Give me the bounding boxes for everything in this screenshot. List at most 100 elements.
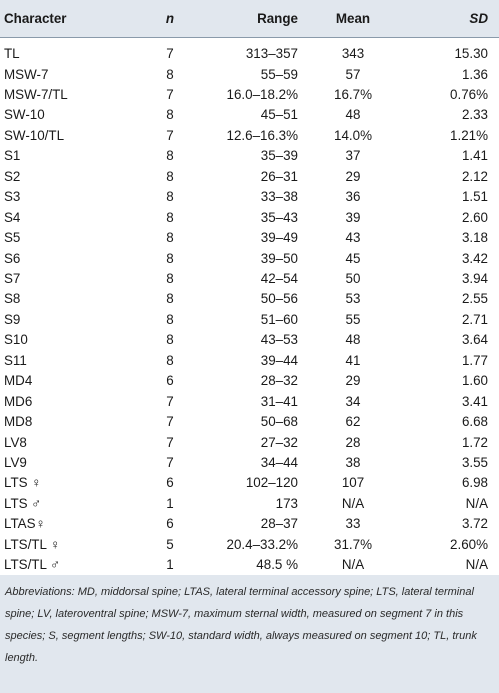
cell-range: 16.0–18.2% bbox=[226, 86, 298, 102]
cell-n: 8 bbox=[166, 311, 174, 327]
cell-range: 50–56 bbox=[260, 291, 298, 307]
cell-range: 35–43 bbox=[260, 209, 298, 225]
table-header-band bbox=[0, 0, 499, 38]
cell-mean: 31.7% bbox=[334, 536, 372, 552]
cell-range: 39–49 bbox=[260, 230, 298, 245]
cell-sd: 1.51 bbox=[461, 189, 488, 205]
cell-range: 43–53 bbox=[260, 332, 298, 348]
cell-sd: 3.55 bbox=[461, 455, 488, 470]
cell-n: 8 bbox=[166, 291, 174, 307]
cell-sd: 2.60% bbox=[450, 536, 488, 552]
cell-range: 20.4–33.2% bbox=[226, 536, 298, 552]
cell-sd: 3.41 bbox=[461, 393, 488, 409]
cell-character: TL bbox=[4, 46, 20, 61]
cell-range: 26–31 bbox=[260, 168, 298, 184]
cell-range: 28–37 bbox=[260, 516, 298, 532]
cell-mean: 36 bbox=[345, 189, 361, 205]
cell-sd: 1.77 bbox=[461, 352, 488, 368]
cell-n: 7 bbox=[166, 127, 174, 143]
cell-character: S2 bbox=[4, 168, 21, 184]
cell-mean: 39 bbox=[345, 209, 361, 225]
table-row: S2 8 26–31 29 2.12 bbox=[0, 167, 499, 187]
header-n: n bbox=[165, 11, 175, 26]
table-row: SW-10 8 45–51 48 2.33 bbox=[0, 105, 499, 125]
cell-n: 1 bbox=[166, 557, 174, 573]
cell-sd: 2.60 bbox=[461, 209, 488, 225]
cell-mean: 48 bbox=[345, 332, 361, 348]
cell-character: LTS ♀ bbox=[4, 475, 42, 491]
cell-mean: 28 bbox=[345, 434, 361, 450]
cell-sd: 0.76% bbox=[450, 86, 488, 102]
cell-n: 7 bbox=[166, 434, 174, 450]
table-row: S5 8 39–49 43 3.18 bbox=[0, 228, 499, 248]
cell-n: 8 bbox=[166, 250, 174, 266]
cell-range: 102–120 bbox=[245, 475, 298, 491]
cell-range: 34–44 bbox=[260, 455, 298, 470]
cell-character: LTS/TL ♀ bbox=[4, 536, 61, 552]
cell-character: LTAS♀ bbox=[4, 516, 46, 532]
table-row: S10 8 43–53 48 3.64 bbox=[0, 330, 499, 350]
cell-range: 27–32 bbox=[260, 434, 298, 450]
cell-n: 8 bbox=[166, 352, 174, 368]
cell-mean: 33 bbox=[345, 516, 361, 532]
cell-n: 8 bbox=[166, 107, 174, 123]
cell-sd: 3.42 bbox=[461, 250, 488, 266]
cell-n: 5 bbox=[166, 536, 174, 552]
cell-range: 39–44 bbox=[260, 352, 298, 368]
cell-sd: 3.64 bbox=[461, 332, 488, 348]
cell-range: 173 bbox=[275, 495, 298, 511]
cell-sd: 3.94 bbox=[461, 270, 488, 286]
cell-character: LV8 bbox=[4, 434, 27, 450]
table-row: LTS/TL ♂ 1 48.5 % N/A N/A bbox=[0, 555, 499, 575]
table-row: MD8 7 50–68 62 6.68 bbox=[0, 412, 499, 432]
cell-range: 313–357 bbox=[245, 46, 298, 61]
cell-mean: 14.0% bbox=[334, 127, 372, 143]
footnote-band bbox=[0, 575, 499, 693]
cell-n: 6 bbox=[166, 475, 174, 491]
cell-character: SW-10 bbox=[4, 107, 45, 123]
cell-character: MSW-7 bbox=[4, 66, 49, 82]
cell-character: S8 bbox=[4, 291, 21, 307]
header-range: Range bbox=[257, 11, 298, 26]
cell-sd: 1.36 bbox=[461, 66, 488, 82]
cell-mean: 55 bbox=[345, 311, 361, 327]
cell-n: 7 bbox=[166, 86, 174, 102]
cell-mean: 37 bbox=[345, 148, 361, 164]
cell-n: 7 bbox=[166, 46, 174, 61]
cell-character: LTS ♂ bbox=[4, 495, 42, 511]
cell-character: S9 bbox=[4, 311, 21, 327]
cell-character: S1 bbox=[4, 148, 21, 164]
cell-character: MSW-7/TL bbox=[4, 86, 68, 102]
table-row: LV9 7 34–44 38 3.55 bbox=[0, 453, 499, 473]
cell-sd: 2.33 bbox=[461, 107, 488, 123]
cell-sd: 15.30 bbox=[454, 46, 488, 61]
cell-character: S4 bbox=[4, 209, 21, 225]
cell-n: 8 bbox=[166, 270, 174, 286]
cell-mean: 29 bbox=[345, 373, 361, 389]
cell-character: LTS/TL ♂ bbox=[4, 557, 61, 573]
cell-n: 8 bbox=[166, 230, 174, 245]
table-row: LTS ♀ 6 102–120 107 6.98 bbox=[0, 473, 499, 493]
cell-mean: N/A bbox=[341, 495, 365, 511]
table-row: S3 8 33–38 36 1.51 bbox=[0, 187, 499, 207]
cell-mean: 53 bbox=[345, 291, 361, 307]
cell-sd: 1.72 bbox=[461, 434, 488, 450]
table-row: S9 8 51–60 55 2.71 bbox=[0, 310, 499, 330]
cell-range: 31–41 bbox=[260, 393, 298, 409]
cell-sd: N/A bbox=[465, 557, 488, 573]
table-row: MD6 7 31–41 34 3.41 bbox=[0, 392, 499, 412]
cell-n: 7 bbox=[166, 393, 174, 409]
cell-character: MD4 bbox=[4, 373, 33, 389]
cell-range: 35–39 bbox=[260, 148, 298, 164]
table-row: MD4 6 28–32 29 1.60 bbox=[0, 371, 499, 391]
cell-n: 6 bbox=[166, 373, 174, 389]
cell-range: 45–51 bbox=[260, 107, 298, 123]
cell-n: 7 bbox=[166, 455, 174, 470]
cell-sd: 3.18 bbox=[461, 230, 488, 245]
cell-mean: 41 bbox=[345, 352, 361, 368]
header-rule bbox=[0, 37, 499, 38]
cell-sd: 2.71 bbox=[461, 311, 488, 327]
cell-range: 39–50 bbox=[260, 250, 298, 266]
cell-mean: 343 bbox=[341, 46, 365, 61]
table-row: S11 8 39–44 41 1.77 bbox=[0, 351, 499, 371]
